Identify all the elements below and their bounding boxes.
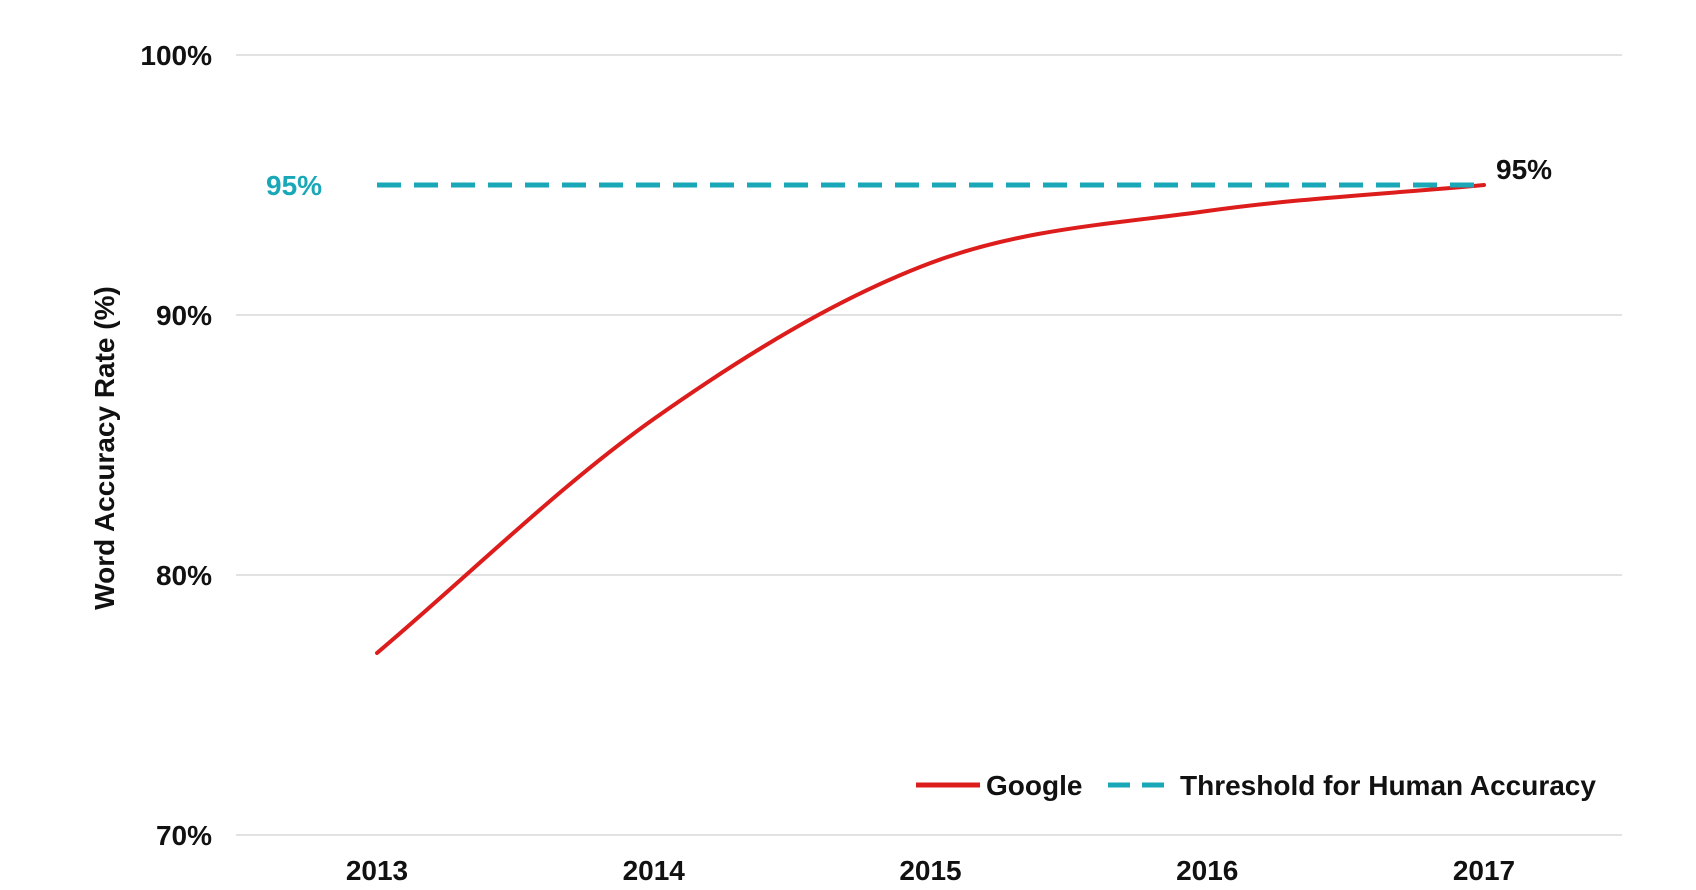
threshold-value-label: 95% [266,170,322,201]
y-tick-label: 80% [156,560,212,591]
data-labels: 95% 95% [266,154,1552,201]
google-line [375,183,1486,655]
gridlines [236,54,1622,836]
x-tick-label: 2016 [1176,855,1238,886]
x-axis-ticks: 2013 2014 2015 2016 2017 [346,855,1515,886]
series-lines [375,182,1486,655]
legend: Google Threshold for Human Accuracy [916,770,1596,801]
y-tick-label: 100% [140,40,212,71]
legend-label-google: Google [986,770,1082,801]
y-axis-ticks: 70% 80% 90% 100% [140,40,212,851]
y-axis-title: Word Accuracy Rate (%) [89,286,120,610]
y-tick-label: 70% [156,820,212,851]
x-tick-label: 2014 [623,855,686,886]
legend-label-threshold: Threshold for Human Accuracy [1180,770,1596,801]
x-tick-label: 2013 [346,855,408,886]
x-tick-label: 2017 [1453,855,1515,886]
x-tick-label: 2015 [899,855,961,886]
y-tick-label: 90% [156,300,212,331]
google-end-value-label: 95% [1496,154,1552,185]
